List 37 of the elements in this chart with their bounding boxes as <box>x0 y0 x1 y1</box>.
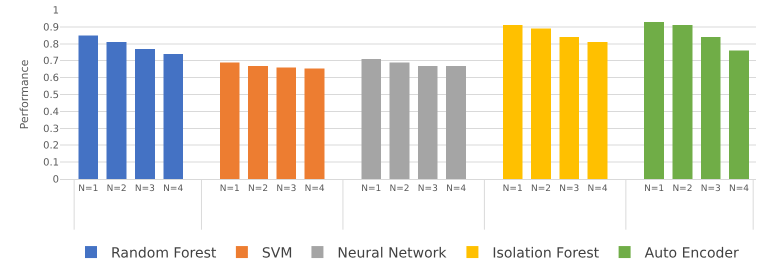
y-axis-title: Performance <box>18 59 31 130</box>
x-tick-label: N=2 <box>248 184 268 194</box>
y-tick-label: 0.2 <box>43 140 59 152</box>
y-tick-label: 0.9 <box>43 22 59 34</box>
y-tick-label: 0 <box>52 174 59 186</box>
x-tick-label: N=4 <box>588 184 608 194</box>
y-tick-label: 0.5 <box>43 90 59 101</box>
x-tick-label: N=1 <box>78 184 98 194</box>
x-tick-label: N=4 <box>729 184 750 194</box>
legend-label: Random Forest <box>111 246 217 262</box>
y-tick-label: 1 <box>52 6 59 16</box>
legend-label: SVM <box>262 246 292 262</box>
x-tick-label: N=1 <box>644 184 664 194</box>
x-tick-label: N=3 <box>418 184 438 194</box>
y-tick-label: 0.8 <box>43 39 59 50</box>
x-tick-label: N=1 <box>502 184 523 194</box>
x-tick-label: N=2 <box>390 184 410 194</box>
x-tick-label: N=3 <box>134 184 155 194</box>
x-tick-label: N=3 <box>559 184 580 194</box>
x-tick-label: N=4 <box>163 184 184 194</box>
legend-label: Isolation Forest <box>492 246 600 262</box>
y-tick-label: 0.4 <box>43 106 59 118</box>
x-tick-label: N=3 <box>700 184 721 194</box>
x-tick-label: N=4 <box>446 184 466 194</box>
x-tick-label: N=2 <box>106 184 127 194</box>
x-tick-label: N=1 <box>361 184 382 194</box>
legend-label: Auto Encoder <box>644 246 740 262</box>
y-tick-label: 0.6 <box>43 73 59 84</box>
x-tick-label: N=1 <box>220 184 240 194</box>
x-tick-label: N=2 <box>672 184 692 194</box>
x-tick-label: N=4 <box>304 184 325 194</box>
x-tick-label: N=2 <box>530 184 551 194</box>
x-tick-label: N=3 <box>276 184 296 194</box>
y-tick-label: 0.7 <box>43 56 59 68</box>
legend-label: Neural Network <box>337 246 448 262</box>
y-tick-label: 0.1 <box>43 158 59 169</box>
y-tick-label: 0.3 <box>43 124 59 135</box>
